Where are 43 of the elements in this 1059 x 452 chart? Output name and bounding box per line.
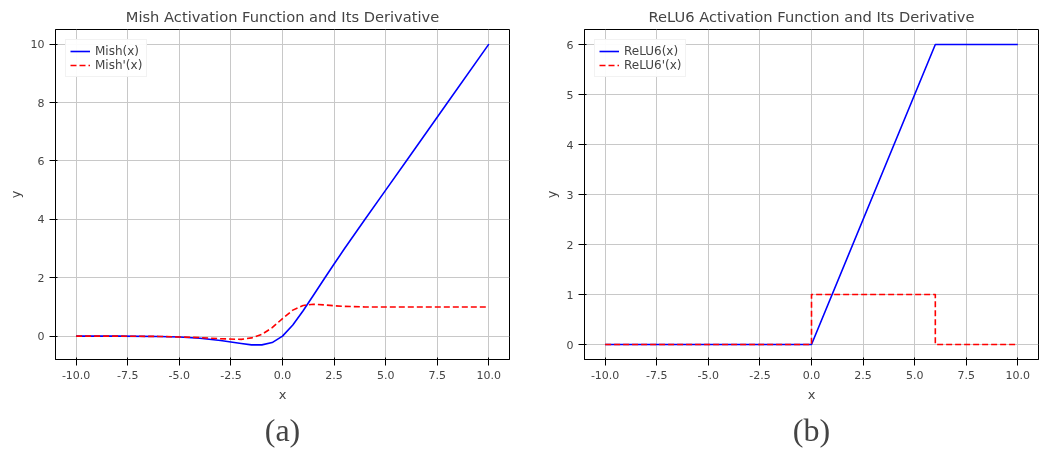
- y-tick-label: 5: [566, 88, 574, 102]
- y-tick-label: 4: [37, 213, 45, 227]
- y-axis-title: y: [543, 190, 559, 199]
- legend-label: Mish'(x): [95, 58, 143, 72]
- text: (a): [264, 411, 301, 448]
- x-tick-label: -7.5: [117, 368, 139, 382]
- x-tick-label: -5.0: [697, 368, 720, 382]
- y-tick-label: 10: [30, 38, 45, 52]
- text: (b): [792, 411, 831, 448]
- x-tick-label: 2.5: [854, 368, 872, 382]
- chart-title: ReLU6 Activation Function and Its Derivative: [648, 7, 975, 25]
- x-axis-title: x: [807, 386, 816, 402]
- y-tick-label: 3: [566, 188, 574, 202]
- x-tick-label: -7.5: [646, 368, 668, 382]
- y-tick-label: 4: [566, 138, 574, 152]
- x-tick-label: 7.5: [428, 368, 447, 382]
- x-tick-label: 10.0: [1005, 368, 1031, 382]
- x-tick-label: -10.0: [61, 368, 91, 382]
- x-tick-label: 10.0: [476, 368, 502, 382]
- x-tick-label: -10.0: [590, 368, 620, 382]
- y-tick-label: 6: [37, 154, 45, 168]
- x-tick-label: 2.5: [325, 368, 343, 382]
- x-tick-label: 0.0: [802, 368, 821, 382]
- y-tick-label: 0: [566, 338, 574, 352]
- y-tick-label: 0: [37, 330, 45, 344]
- y-tick-label: 2: [37, 271, 45, 285]
- y-tick-label: 1: [566, 288, 574, 302]
- legend-label: ReLU6'(x): [624, 58, 682, 72]
- x-tick-label: 0.0: [273, 368, 292, 382]
- y-axis-title: y: [7, 190, 23, 199]
- chart-title: Mish Activation Function and Its Derivative: [125, 7, 440, 25]
- y-tick-label: 2: [566, 238, 574, 252]
- x-tick-label: 5.0: [376, 368, 395, 382]
- y-tick-label: 6: [566, 38, 574, 52]
- x-tick-label: -5.0: [168, 368, 191, 382]
- legend-label: Mish(x): [95, 44, 140, 58]
- legend-label: ReLU6(x): [624, 44, 679, 58]
- x-tick-label: 5.0: [905, 368, 924, 382]
- x-tick-label: -2.5: [220, 368, 242, 382]
- x-axis-title: x: [278, 386, 287, 402]
- y-tick-label: 8: [37, 96, 45, 110]
- x-tick-label: -2.5: [749, 368, 771, 382]
- x-tick-label: 7.5: [957, 368, 976, 382]
